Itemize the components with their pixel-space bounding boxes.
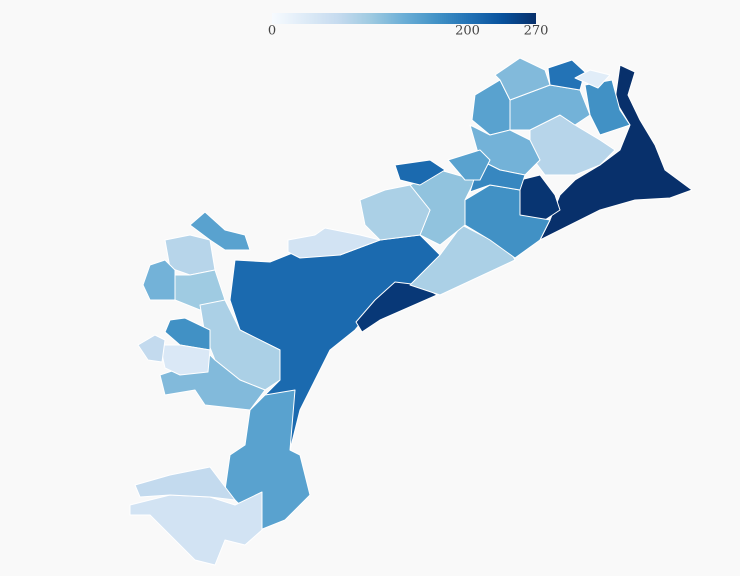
region xyxy=(134,466,236,501)
region xyxy=(574,69,611,89)
legend-tick-label: 200 xyxy=(455,24,480,39)
region xyxy=(189,211,251,251)
region xyxy=(287,227,381,259)
region xyxy=(359,184,431,241)
region xyxy=(142,259,176,301)
color-bar xyxy=(272,13,536,24)
region xyxy=(447,149,491,181)
region xyxy=(584,79,631,136)
region xyxy=(539,64,693,241)
legend-tick-label: 0 xyxy=(268,24,276,39)
region xyxy=(129,491,263,566)
region xyxy=(547,59,586,91)
legend-tick-label: 270 xyxy=(524,24,549,39)
region xyxy=(394,159,446,186)
region xyxy=(137,334,166,363)
region xyxy=(494,57,551,101)
region xyxy=(159,344,211,376)
region xyxy=(519,174,561,221)
